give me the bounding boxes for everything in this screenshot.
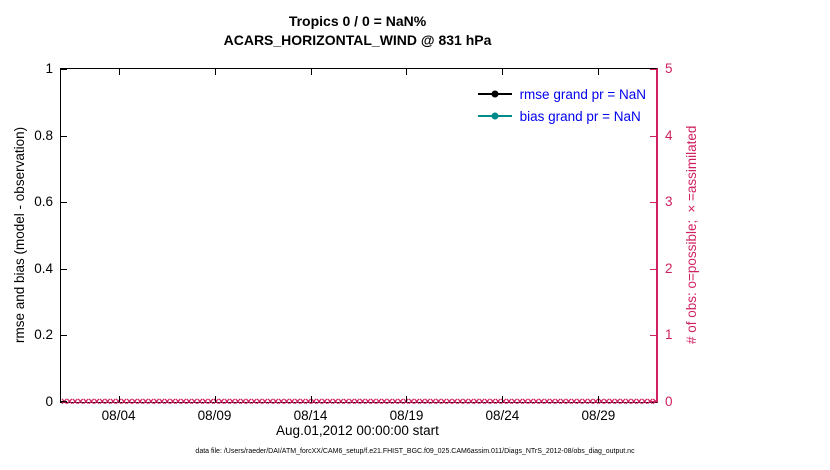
y-tick-mark-right — [650, 202, 656, 204]
y-tick-mark-right — [650, 268, 656, 270]
y-tick-label-left: 0.6 — [34, 194, 53, 210]
y-tick-mark-right — [650, 135, 656, 137]
bias-line-swatch — [477, 112, 512, 120]
x-tick-label: 08/09 — [197, 408, 232, 423]
x-tick-mark-top — [310, 69, 312, 75]
x-tick-mark-top — [406, 69, 408, 75]
x-tick-label: 08/19 — [389, 408, 424, 423]
x-tick-mark — [598, 396, 600, 402]
y-tick-mark-left — [61, 335, 67, 337]
x-tick-mark — [406, 396, 408, 402]
x-tick-label: 08/24 — [485, 408, 520, 423]
x-tick-label: 08/04 — [101, 408, 136, 423]
legend: rmse grand pr = NaN bias grand pr = NaN — [473, 81, 650, 129]
x-tick-label: 08/29 — [581, 408, 616, 423]
x-tick-mark-top — [598, 69, 600, 75]
legend-entry-bias: bias grand pr = NaN — [477, 105, 646, 127]
y-tick-mark-left — [61, 268, 67, 270]
y-tick-mark-left — [61, 69, 67, 70]
y-tick-label-left: 1 — [45, 61, 53, 76]
chart-subtitle: ACARS_HORIZONTAL_WIND @ 831 hPa — [223, 32, 492, 48]
y-tick-mark-left — [61, 202, 67, 204]
left-y-axis-label: rmse and bias (model - observation) — [12, 126, 27, 343]
legend-label-rmse: rmse grand pr = NaN — [519, 86, 646, 102]
x-tick-mark — [502, 396, 504, 402]
y-tick-mark-right — [650, 69, 656, 70]
x-axis-label: Aug.01,2012 00:00:00 start — [276, 423, 439, 438]
rmse-line-swatch — [477, 90, 512, 98]
y-tick-label-right: 4 — [665, 127, 673, 143]
legend-label-bias: bias grand pr = NaN — [519, 108, 641, 124]
legend-entry-rmse: rmse grand pr = NaN — [477, 83, 646, 105]
y-tick-label-left: 0.2 — [34, 327, 53, 343]
y-tick-label-right: 1 — [665, 327, 673, 343]
y-tick-mark-left — [61, 135, 67, 137]
y-tick-label-right: 5 — [665, 61, 673, 76]
y-tick-label-left: 0.4 — [34, 260, 53, 276]
y-tick-label-left: 0 — [45, 394, 53, 409]
x-tick-mark-top — [118, 69, 120, 75]
x-tick-mark-top — [214, 69, 216, 75]
y-tick-label-right: 0 — [665, 394, 673, 409]
y-tick-mark-left — [61, 401, 67, 402]
right-y-axis-label: # of obs: o=possible; ×=assimilated — [684, 125, 699, 344]
x-tick-label: 08/14 — [293, 408, 328, 423]
obs-count-marker-row: ××××××××××××××××××××××××××××××××××××××××… — [61, 396, 656, 408]
bias-marker-dot — [491, 112, 499, 120]
data-file-caption: data file: /Users/raeder/DAI/ATM_forcXX/… — [195, 448, 635, 455]
plot-area: ××××××××××××××××××××××××××××××××××××××××… — [34, 61, 672, 423]
x-tick-mark — [214, 396, 216, 402]
y-tick-label-left: 0.8 — [34, 127, 53, 143]
rmse-marker-dot — [491, 90, 499, 98]
x-tick-mark-top — [502, 69, 504, 75]
y-tick-mark-right — [650, 335, 656, 337]
x-tick-mark — [118, 396, 120, 402]
y-tick-label-right: 3 — [665, 194, 673, 210]
y-tick-mark-right — [650, 401, 656, 402]
x-tick-mark — [310, 396, 312, 402]
y-tick-label-right: 2 — [665, 260, 673, 276]
chart-title: Tropics 0 / 0 = NaN% — [288, 13, 427, 29]
